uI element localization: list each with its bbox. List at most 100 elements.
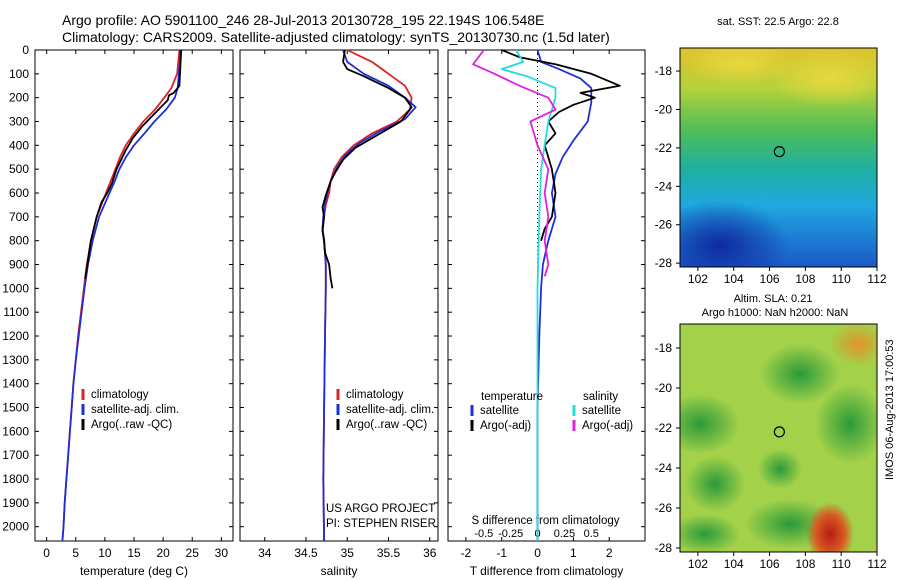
map-field-sla-map: [680, 324, 877, 552]
sst-cold-patch: [680, 200, 790, 267]
map-x-tick-label: 110: [832, 557, 851, 571]
legend-header: salinity: [583, 391, 618, 403]
y-tick-label: 200: [9, 91, 29, 105]
map-y-tick-label: -18: [655, 64, 673, 78]
y-tick-label: 1100: [3, 305, 29, 319]
y-tick-label: 500: [9, 162, 29, 176]
sla-low-patch: [815, 384, 877, 464]
legend-label: satellite: [582, 405, 621, 417]
y-tick-label: 100: [9, 67, 29, 81]
x-tick-label: 20: [156, 546, 170, 560]
x-tick-label: 25: [186, 546, 200, 560]
series-line-temperature-2: [84, 49, 183, 279]
map-x-tick-label: 104: [724, 557, 744, 571]
map-y-tick-label: -26: [655, 501, 673, 515]
map-x-tick-label: 108: [795, 557, 815, 571]
legend-label: satellite-adj. clim.: [346, 404, 434, 416]
x-tick-label: -2: [461, 546, 472, 560]
legend-label: Argo(..raw -QC): [91, 419, 172, 431]
map-y-tick-label: -18: [655, 341, 673, 355]
map-x-tick-label: 112: [867, 557, 886, 571]
map-x-tick-label: 102: [688, 557, 708, 571]
y-tick-label: 1500: [2, 401, 29, 415]
legend-label: climatology: [91, 389, 149, 401]
map-frame-sla-map: [679, 323, 878, 553]
x-axis-label: temperature (deg C): [80, 564, 188, 578]
x-tick-label: 35: [341, 546, 355, 560]
y-tick-label: 1200: [2, 329, 29, 343]
y-tick-label: 1000: [2, 281, 29, 295]
plot-frame-salinity: [239, 49, 439, 542]
map-x-tick-label: 106: [760, 557, 780, 571]
map-subtitle-sla: Argo h1000: NaN h2000: NaN: [702, 307, 849, 319]
legend-header: temperature: [481, 391, 543, 403]
sla-high-patch: [830, 324, 877, 366]
map-field-sst-map: [680, 48, 877, 267]
map-y-tick-label: -26: [655, 218, 673, 232]
y-tick-label: 2000: [2, 520, 29, 534]
y-tick-label: 1900: [2, 496, 29, 510]
x-tick-label: 0: [534, 546, 541, 560]
x-tick-label: 10: [98, 546, 112, 560]
x-tick-label: 34: [258, 546, 272, 560]
legend-label: Argo(..raw -QC): [346, 419, 427, 431]
x-tick-label: 0: [43, 546, 50, 560]
x-tick-label: 5: [72, 546, 79, 560]
series-line-differences-3: [472, 49, 557, 277]
sla-low-patch: [758, 449, 802, 489]
s-tick-label: -0.5: [474, 528, 493, 540]
x-tick-label: 30: [215, 546, 229, 560]
argo-position-marker: [773, 146, 785, 158]
map-frame-sst-map: [679, 47, 878, 268]
x-axis-label: T difference from climatology: [470, 564, 624, 578]
x-tick-label: 15: [127, 546, 141, 560]
x-tick-label: 1: [570, 546, 577, 560]
plot-frame-temperature: [34, 49, 234, 542]
map-y-tick-label: -28: [655, 256, 673, 270]
map-x-tick-label: 102: [688, 272, 708, 286]
map-title-sla: Altim. SLA: 0.21: [734, 293, 813, 305]
sla-low-patch: [680, 394, 740, 454]
map-x-tick-label: 106: [760, 272, 780, 286]
sla-low-patch: [685, 456, 745, 512]
series-line-differences-1: [501, 49, 621, 241]
series-line-temperature-1: [61, 50, 181, 542]
series-line-differences-0: [536, 49, 593, 541]
sla-low-patch: [680, 514, 740, 552]
map-x-tick-label: 108: [795, 272, 815, 286]
x-tick-label: 34.5: [294, 546, 318, 560]
y-tick-label: 1800: [2, 472, 29, 486]
map-y-tick-label: -28: [655, 541, 673, 555]
y-tick-label: 1600: [2, 424, 29, 438]
map-x-tick-label: 110: [832, 272, 851, 286]
y-tick-label: 300: [9, 115, 29, 129]
y-tick-label: 1700: [2, 448, 29, 462]
y-tick-label: 700: [9, 210, 29, 224]
series-line-salinity-2: [321, 49, 413, 289]
y-tick-label: 600: [9, 186, 29, 200]
x-tick-label: 35.5: [377, 546, 401, 560]
sst-warm-patch: [685, 48, 795, 85]
s-tick-label: 0.5: [584, 528, 599, 540]
argo-position-marker: [773, 426, 785, 438]
sla-high-patch: [806, 502, 854, 552]
legend-label: satellite: [480, 405, 519, 417]
x-tick-label: 2: [606, 546, 613, 560]
map-y-tick-label: -22: [655, 141, 673, 155]
y-tick-label: 1400: [2, 377, 29, 391]
y-tick-label: 1300: [2, 353, 29, 367]
series-line-differences-2: [500, 49, 557, 541]
legend-label: satellite-adj. clim.: [91, 404, 179, 416]
x-axis-label: salinity: [321, 564, 358, 578]
y-tick-label: 800: [9, 234, 29, 248]
plot-frame-differences: [447, 49, 646, 542]
s-tick-label: 0.25: [554, 528, 575, 540]
map-y-tick-label: -20: [655, 381, 673, 395]
s-axis-label: S difference from climatology: [471, 515, 619, 527]
map-x-tick-label: 104: [724, 272, 744, 286]
map-y-tick-label: -24: [655, 461, 673, 475]
x-tick-label: -1: [496, 546, 507, 560]
legend-label: climatology: [346, 389, 404, 401]
y-tick-label: 400: [9, 138, 29, 152]
